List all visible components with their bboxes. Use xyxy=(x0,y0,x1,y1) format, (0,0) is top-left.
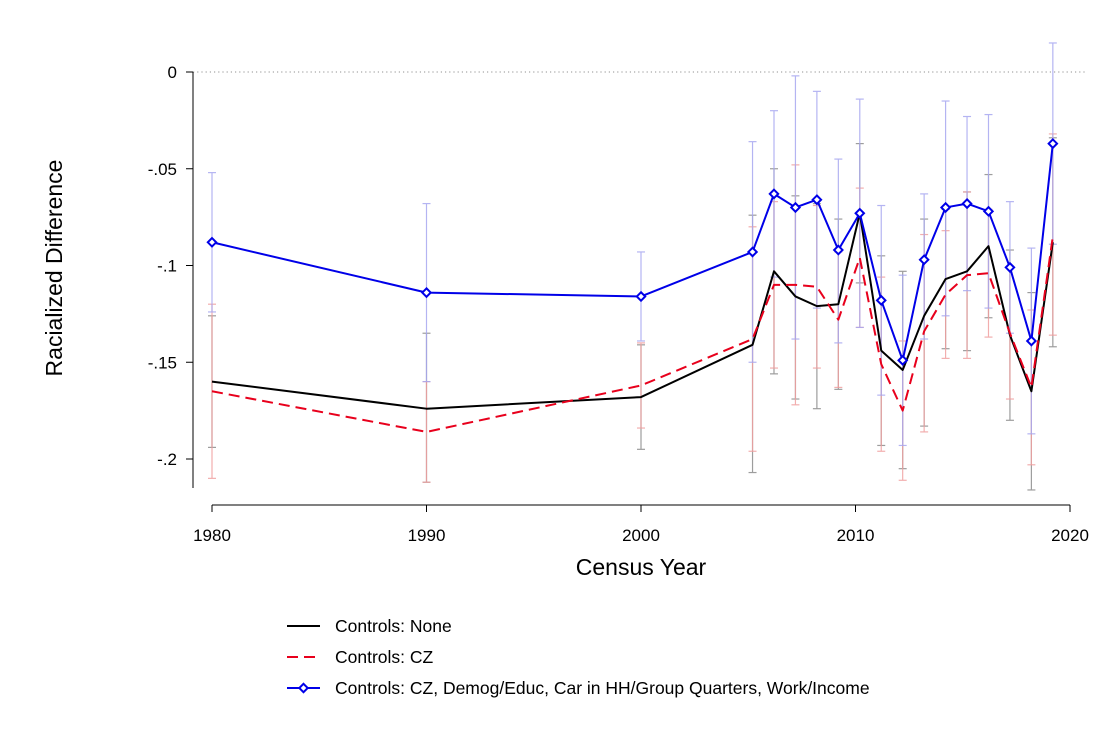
error-bar xyxy=(637,342,645,429)
data-point-marker xyxy=(854,207,866,219)
data-point-marker xyxy=(811,194,823,206)
y-tick-label: -.2 xyxy=(157,450,177,469)
legend-label-3: Controls: CZ, Demog/Educ, Car in HH/Grou… xyxy=(335,678,870,698)
legend-marker xyxy=(297,682,310,694)
data-point-marker xyxy=(918,254,930,266)
data-point-marker xyxy=(635,290,647,303)
data-point-marker xyxy=(1047,137,1059,150)
x-tick-label: 1990 xyxy=(408,526,446,545)
series-line-3 xyxy=(211,143,1054,362)
data-point-marker xyxy=(420,286,433,299)
y-axis-title: Racialized Difference xyxy=(41,160,67,377)
data-point-marker xyxy=(1025,335,1038,347)
x-tick-label: 2000 xyxy=(622,526,660,545)
data-point-marker xyxy=(206,236,218,248)
y-tick-label: -.15 xyxy=(148,353,177,372)
legend: Controls: None Controls: CZ Controls: CZ, … xyxy=(287,616,870,698)
data-point-marker xyxy=(961,197,973,210)
data-point-marker xyxy=(768,188,780,200)
y-tick-label: 0 xyxy=(168,63,177,82)
x-tick-label: 2010 xyxy=(837,526,875,545)
data-point-marker xyxy=(897,354,909,366)
x-axis-title: Census Year xyxy=(576,554,707,580)
data-point-marker xyxy=(746,246,759,258)
data-point-marker xyxy=(982,205,995,217)
y-tick-label: -.05 xyxy=(148,160,177,179)
data-point-marker xyxy=(939,201,952,214)
x-tick-label: 1980 xyxy=(193,526,231,545)
series-lines xyxy=(211,143,1054,433)
legend-label-1: Controls: None xyxy=(335,616,452,636)
data-point-marker xyxy=(789,201,802,214)
data-point-marker xyxy=(875,294,887,306)
data-point-marker xyxy=(1004,261,1016,274)
legend-label-2: Controls: CZ xyxy=(335,647,434,667)
series-markers xyxy=(206,137,1059,366)
axes: 0 -.05 -.1 -.15 -.2 1980 1990 2000 2010 2020 xyxy=(148,63,1089,545)
series-line-1 xyxy=(211,212,1054,410)
data-point-marker xyxy=(832,244,844,256)
y-tick-label: -.1 xyxy=(157,257,177,276)
series-line-2 xyxy=(211,236,1054,433)
x-tick-label: 2020 xyxy=(1051,526,1089,545)
